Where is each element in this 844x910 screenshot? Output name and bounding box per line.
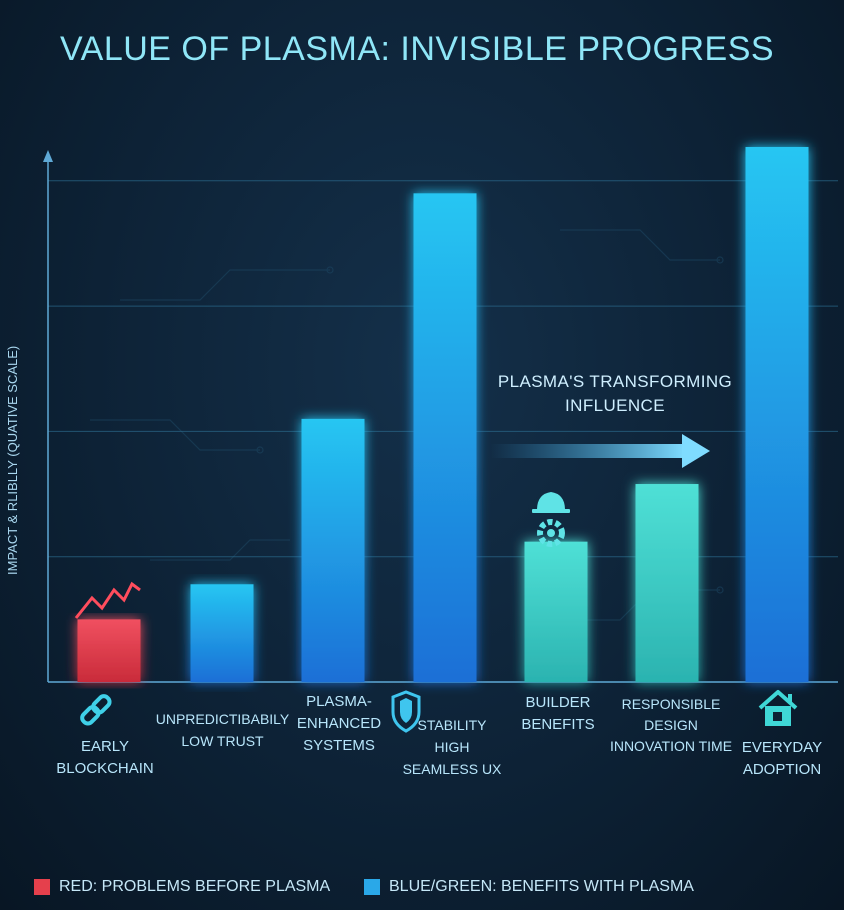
chart-title: VALUE OF PLASMA: INVISIBLE PROGRESS <box>60 30 775 68</box>
legend-item-benefits: BLUE/GREEN: BENEFITS WITH PLASMA <box>364 878 694 896</box>
bar-2 <box>190 584 254 682</box>
category-label-stability: STABILITY HIGH SEAMLESS UX <box>402 717 502 777</box>
bar-3 <box>301 418 365 682</box>
legend-label-benefits: BLUE/GREEN: BENEFITS WITH PLASMA <box>389 878 694 895</box>
category-label-responsible-design: RESPONSIBLE DESIGN INNOVATION TIME <box>609 696 733 754</box>
y-axis-label: IMPACT & RLIBLLY (QUATIVE SCALE) <box>5 345 20 575</box>
house-icon <box>758 690 798 726</box>
problem-zigzag <box>74 581 141 619</box>
bar-7 <box>745 146 809 682</box>
legend-label-problems: RED: PROBLEMS BEFORE PLASMA <box>59 878 331 895</box>
category-label-builder-benefits: BUILDER BENEFITS <box>521 694 595 733</box>
category-label-early-blockchain: EARLY BLOCKCHAIN <box>56 738 154 777</box>
category-label-low-trust: UNPREDICTIBABILY LOW TRUST <box>155 711 290 749</box>
bar-1 <box>77 619 141 682</box>
transform-arrow <box>490 434 710 468</box>
annotation-text: PLASMA'S TRANSFORMING INFLUENCE <box>497 372 733 415</box>
bar-5 <box>524 541 588 682</box>
helmet-gear-icon <box>532 492 570 547</box>
bar-6 <box>635 484 699 682</box>
y-axis-arrow <box>43 150 53 162</box>
legend-swatch-blue <box>364 879 380 895</box>
background-circuit <box>90 229 724 621</box>
bar-4 <box>413 193 477 682</box>
shield-icon <box>391 690 421 733</box>
category-label-plasma-enhanced: PLASMA- ENHANCED SYSTEMS <box>296 693 382 754</box>
chain-link-icon <box>80 694 112 726</box>
legend-item-problems: RED: PROBLEMS BEFORE PLASMA <box>34 878 330 896</box>
category-label-everyday-adoption: EVERYDAY ADOPTION <box>741 739 823 778</box>
legend-swatch-red <box>34 879 50 895</box>
